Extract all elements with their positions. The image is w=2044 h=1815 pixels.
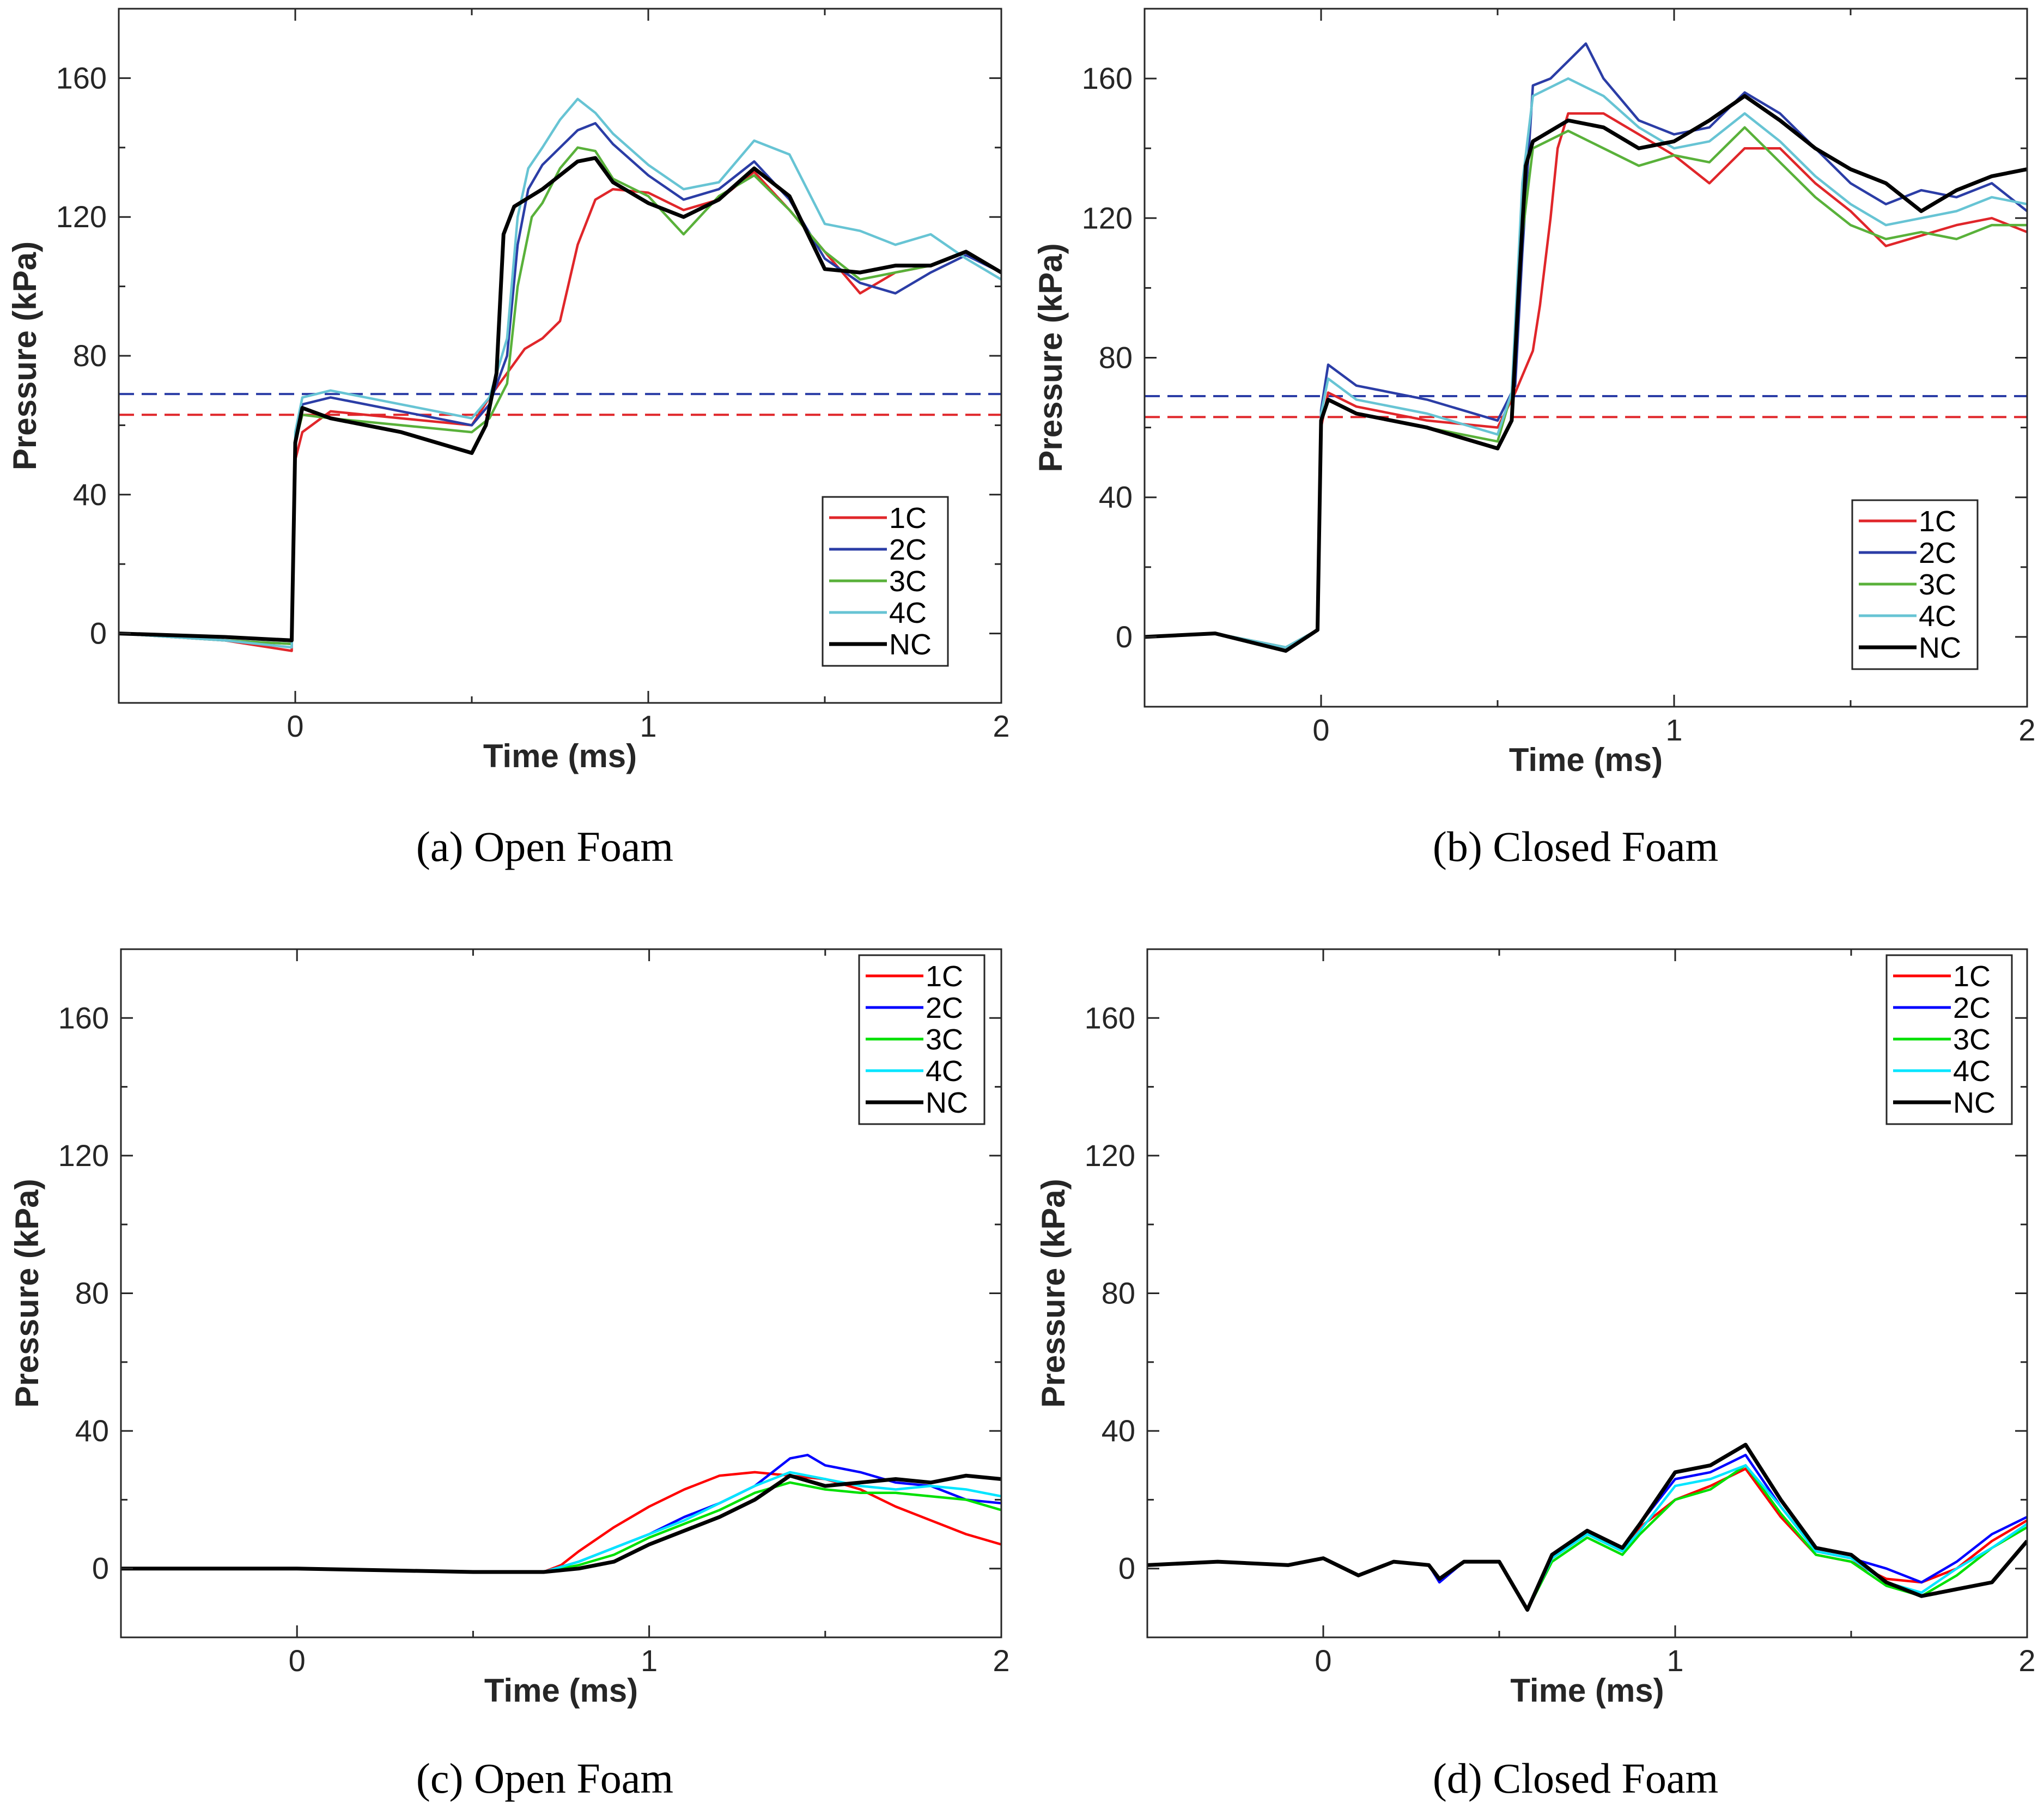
plot-area xyxy=(121,949,1001,1637)
y-tick-label: 0 xyxy=(92,1551,109,1586)
series-line-3c xyxy=(119,146,1001,645)
x-tick-label: 0 xyxy=(1315,1643,1331,1678)
x-tick-label: 2 xyxy=(993,1643,1009,1678)
y-tick-label: 40 xyxy=(1102,1413,1135,1448)
chart-panel-c: 0 40 80 120 160 0 1 2 Time (ms) Pressure (kPa) 1C2… xyxy=(9,948,1010,1802)
y-tick-label: 160 xyxy=(1082,61,1133,95)
chart-panel-d: 0 40 80 120 160 0 1 2 Time (ms) Pressure (kPa) 1C2… xyxy=(1035,948,2036,1802)
y-tick-label: 120 xyxy=(56,199,107,234)
plot-area xyxy=(1147,949,2027,1637)
series-line-nc xyxy=(1145,94,2027,653)
y-axis-label: Pressure (kPa) xyxy=(1035,1179,1072,1407)
chart-panel-a: 0 40 80 120 160 0 1 2 Time (ms) Pressure (kPa) 1C2… xyxy=(7,8,1010,870)
y-tick-label: 80 xyxy=(73,338,107,373)
legend-label-2c: 2C xyxy=(1919,537,1956,569)
x-tick-label: 1 xyxy=(641,1643,658,1678)
legend-label-3c: 3C xyxy=(1953,1023,1991,1056)
legend-label-2c: 2C xyxy=(1953,992,1991,1024)
legend-label-nc: NC xyxy=(1953,1086,1996,1119)
x-tick-label: 2 xyxy=(2018,1643,2035,1678)
y-tick-label: 120 xyxy=(1085,1138,1135,1173)
x-tick-label: 1 xyxy=(1666,1643,1683,1678)
y-axis-label: Pressure (kPa) xyxy=(1032,243,1069,472)
x-tick-label: 2 xyxy=(993,709,1009,743)
panel-caption: (b) Closed Foam xyxy=(1433,823,1718,870)
series-line-nc xyxy=(121,1473,1001,1574)
y-tick-label: 80 xyxy=(75,1276,109,1310)
x-tick-label: 0 xyxy=(289,1643,306,1678)
series-group xyxy=(119,98,1001,652)
series-group xyxy=(1145,42,2027,653)
chart-panel-b: 0 40 80 120 160 0 1 2 Time (ms) Pressure (kPa) 1C2… xyxy=(1032,8,2036,870)
y-tick-label: 0 xyxy=(1116,620,1133,654)
x-axis-label: Time (ms) xyxy=(1510,1672,1664,1709)
x-axis-label: Time (ms) xyxy=(484,1672,638,1709)
y-tick-label: 40 xyxy=(75,1413,109,1448)
series-line-1c xyxy=(119,171,1001,652)
legend-label-4c: 4C xyxy=(926,1055,963,1088)
series-line-2c xyxy=(1145,42,2027,649)
legend-label-4c: 4C xyxy=(1919,600,1956,633)
legend-label-1c: 1C xyxy=(926,960,963,993)
panel-caption: (d) Closed Foam xyxy=(1433,1755,1718,1802)
legend-label-2c: 2C xyxy=(889,533,927,566)
legend-label-3c: 3C xyxy=(1919,568,1956,601)
x-tick-label: 1 xyxy=(640,709,656,743)
x-axis-label: Time (ms) xyxy=(483,738,637,774)
y-tick-label: 120 xyxy=(1082,201,1133,235)
y-tick-label: 80 xyxy=(1099,341,1133,375)
y-axis-label: Pressure (kPa) xyxy=(9,1179,45,1407)
y-axis-label: Pressure (kPa) xyxy=(7,241,43,470)
y-tick-label: 160 xyxy=(56,60,107,95)
series-line-nc xyxy=(1147,1442,2027,1612)
legend-label-nc: NC xyxy=(926,1086,968,1119)
legend-label-nc: NC xyxy=(889,628,932,661)
y-tick-label: 120 xyxy=(58,1138,109,1173)
panel-caption: (c) Open Foam xyxy=(416,1755,673,1802)
x-tick-label: 0 xyxy=(287,709,303,743)
series-group xyxy=(121,1454,1001,1574)
legend-label-1c: 1C xyxy=(1919,505,1956,538)
legend-label-3c: 3C xyxy=(926,1023,963,1056)
y-tick-label: 160 xyxy=(58,1000,109,1035)
series-line-nc xyxy=(119,156,1001,642)
y-tick-label: 40 xyxy=(73,477,107,512)
panel-caption: (a) Open Foam xyxy=(416,823,673,870)
legend-label-nc: NC xyxy=(1919,632,1961,664)
x-tick-label: 1 xyxy=(1665,713,1682,747)
y-tick-label: 160 xyxy=(1085,1000,1135,1035)
series-group xyxy=(1147,1442,2027,1612)
series-line-4c xyxy=(119,98,1001,649)
legend-label-2c: 2C xyxy=(926,992,963,1024)
x-tick-label: 0 xyxy=(1312,713,1329,747)
y-tick-label: 80 xyxy=(1102,1276,1135,1310)
legend-label-4c: 4C xyxy=(1953,1055,1991,1088)
y-tick-label: 0 xyxy=(1118,1551,1135,1586)
legend-label-3c: 3C xyxy=(889,565,927,598)
y-tick-label: 0 xyxy=(90,616,107,651)
legend-label-1c: 1C xyxy=(889,502,927,535)
y-tick-label: 40 xyxy=(1099,480,1133,514)
legend-label-4c: 4C xyxy=(889,597,927,629)
x-tick-label: 2 xyxy=(2018,713,2035,747)
legend-label-1c: 1C xyxy=(1953,960,1991,993)
x-axis-label: Time (ms) xyxy=(1509,742,1663,778)
series-line-4c xyxy=(1145,77,2027,649)
